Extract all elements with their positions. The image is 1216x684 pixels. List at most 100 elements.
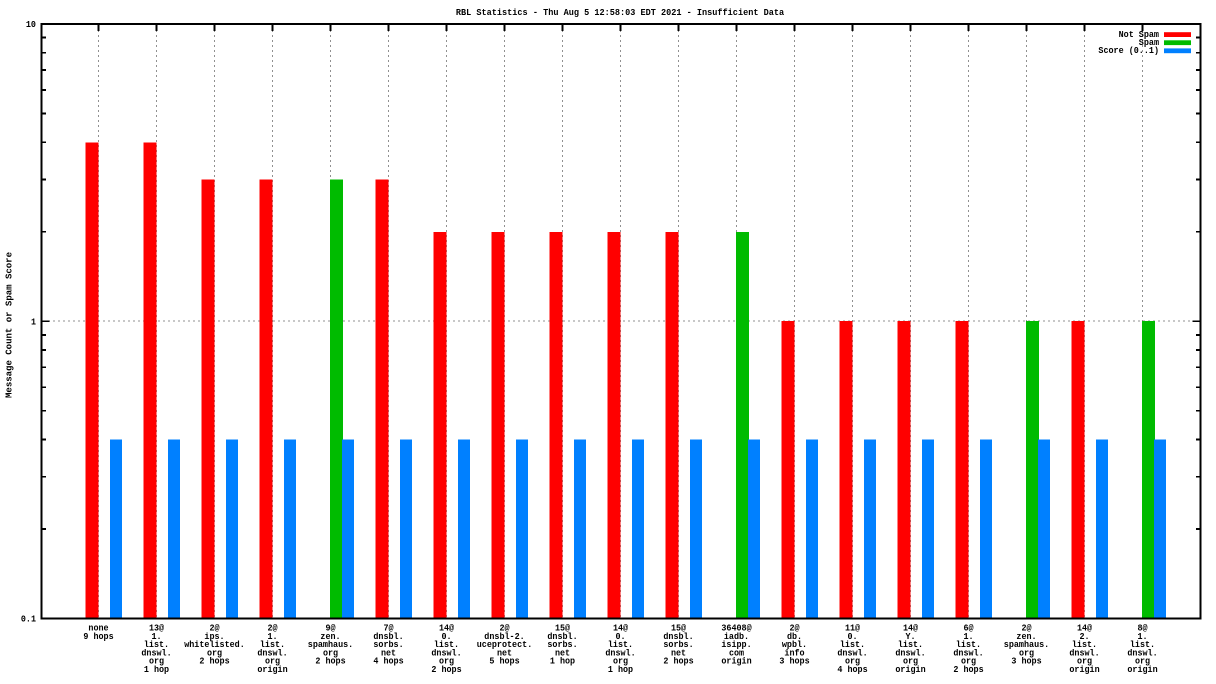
svg-text:3 hops: 3 hops [1011, 657, 1041, 667]
svg-text:origin: origin [895, 665, 925, 675]
svg-text:org: org [903, 657, 918, 667]
svg-text:sorbs.: sorbs. [663, 640, 693, 650]
svg-text:14@: 14@ [903, 624, 919, 634]
svg-text:org: org [1135, 657, 1150, 667]
svg-text:13@: 13@ [149, 624, 165, 634]
svg-text:1 hop: 1 hop [550, 657, 575, 667]
svg-text:7@: 7@ [383, 624, 394, 634]
svg-text:org: org [961, 657, 976, 667]
svg-text:9 hops: 9 hops [83, 632, 113, 642]
svg-text:origin: origin [1069, 665, 1099, 675]
svg-text:list.: list. [260, 640, 285, 650]
svg-text:6@: 6@ [963, 624, 974, 634]
svg-text:1.: 1. [963, 632, 973, 642]
svg-text:14@: 14@ [613, 624, 629, 634]
svg-text:15@: 15@ [555, 624, 571, 634]
svg-text:2.: 2. [1079, 632, 1089, 642]
svg-text:9@: 9@ [325, 624, 336, 634]
svg-text:15@: 15@ [671, 624, 687, 634]
svg-text:dnswl.: dnswl. [953, 648, 983, 658]
svg-text:36408@: 36408@ [721, 624, 752, 634]
svg-text:list.: list. [434, 640, 459, 650]
svg-text:1.: 1. [1137, 632, 1147, 642]
svg-text:4 hops: 4 hops [373, 657, 403, 667]
svg-text:Score (0..1): Score (0..1) [1098, 46, 1159, 56]
svg-text:1 hop: 1 hop [144, 665, 169, 675]
svg-text:wpbl.: wpbl. [782, 640, 807, 650]
svg-text:net: net [497, 648, 512, 658]
svg-text:org: org [265, 657, 280, 667]
svg-text:dnswl.: dnswl. [257, 648, 287, 658]
svg-text:2 hops: 2 hops [199, 657, 229, 667]
svg-text:11@: 11@ [845, 624, 861, 634]
svg-text:list.: list. [898, 640, 923, 650]
svg-text:2@: 2@ [789, 624, 800, 634]
svg-text:list.: list. [1130, 640, 1155, 650]
svg-text:14@: 14@ [439, 624, 455, 634]
svg-text:dnswl.: dnswl. [837, 648, 867, 658]
svg-text:com: com [729, 648, 745, 658]
svg-text:0.1: 0.1 [21, 615, 37, 625]
svg-text:net: net [555, 648, 570, 658]
svg-text:list.: list. [144, 640, 169, 650]
svg-text:2 hops: 2 hops [431, 665, 461, 675]
svg-text:2 hops: 2 hops [663, 657, 693, 667]
svg-text:dnswl.: dnswl. [1069, 648, 1099, 658]
svg-text:2@: 2@ [267, 624, 278, 634]
svg-text:2@: 2@ [1021, 624, 1032, 634]
svg-text:Message Count or Spam Score: Message Count or Spam Score [5, 252, 15, 398]
svg-text:1.: 1. [267, 632, 277, 642]
svg-text:whitelisted.: whitelisted. [184, 640, 245, 650]
svg-text:8@: 8@ [1137, 624, 1148, 634]
svg-text:zen.: zen. [320, 632, 340, 642]
svg-text:info: info [784, 648, 804, 658]
svg-text:list.: list. [840, 640, 865, 650]
svg-text:spamhaus.: spamhaus. [1004, 640, 1049, 650]
svg-text:14@: 14@ [1077, 624, 1093, 634]
svg-text:dnswl.: dnswl. [895, 648, 925, 658]
svg-text:ips.: ips. [204, 632, 224, 642]
svg-text:Not Spam: Not Spam [1119, 30, 1160, 40]
svg-text:2 hops: 2 hops [953, 665, 983, 675]
svg-text:sorbs.: sorbs. [547, 640, 577, 650]
svg-text:org: org [1077, 657, 1092, 667]
svg-text:org: org [845, 657, 860, 667]
svg-text:2@: 2@ [209, 624, 220, 634]
svg-text:Spam: Spam [1139, 38, 1160, 48]
svg-text:0.: 0. [615, 632, 625, 642]
svg-text:db.: db. [787, 632, 802, 642]
svg-text:none: none [88, 624, 108, 634]
svg-text:dnswl.: dnswl. [1127, 648, 1157, 658]
svg-text:list.: list. [956, 640, 981, 650]
svg-text:org: org [613, 657, 628, 667]
svg-text:org: org [439, 657, 454, 667]
svg-text:dnswl.: dnswl. [141, 648, 171, 658]
svg-text:org: org [1019, 648, 1034, 658]
svg-text:1 hop: 1 hop [608, 665, 633, 675]
svg-text:origin: origin [1127, 665, 1157, 675]
svg-text:dnsbl.: dnsbl. [547, 632, 577, 642]
svg-text:spamhaus.: spamhaus. [308, 640, 353, 650]
svg-text:origin: origin [721, 657, 751, 667]
svg-text:origin: origin [257, 665, 287, 675]
svg-text:list.: list. [1072, 640, 1097, 650]
svg-text:0.: 0. [847, 632, 857, 642]
svg-text:uceprotect.: uceprotect. [477, 640, 533, 650]
svg-text:isipp.: isipp. [721, 640, 751, 650]
svg-text:Y.: Y. [905, 632, 915, 642]
svg-text:dnswl.: dnswl. [431, 648, 461, 658]
svg-text:org: org [207, 648, 222, 658]
svg-text:sorbs.: sorbs. [373, 640, 403, 650]
svg-text:dnsbl.: dnsbl. [373, 632, 403, 642]
svg-text:2@: 2@ [499, 624, 510, 634]
svg-text:RBL Statistics - Thu Aug 5 12: RBL Statistics - Thu Aug 5 12:58:03 EDT … [456, 8, 785, 18]
svg-text:1.: 1. [151, 632, 161, 642]
svg-text:net: net [671, 648, 686, 658]
svg-text:dnsbl.: dnsbl. [663, 632, 693, 642]
svg-text:dnswl.: dnswl. [605, 648, 635, 658]
svg-text:list.: list. [608, 640, 633, 650]
svg-text:dnsbl-2.: dnsbl-2. [484, 632, 524, 642]
svg-text:10: 10 [26, 20, 36, 30]
svg-text:org: org [323, 648, 338, 658]
svg-text:4 hops: 4 hops [837, 665, 867, 675]
